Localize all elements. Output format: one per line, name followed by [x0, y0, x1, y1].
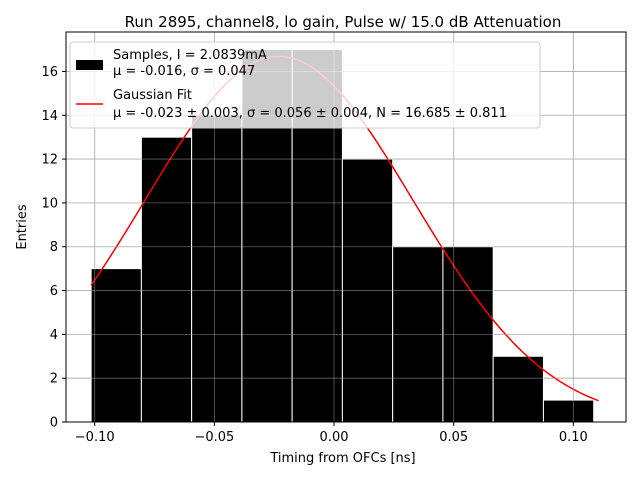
legend-fit-name: Gaussian Fit: [113, 88, 192, 103]
histogram-bar: [542, 399, 595, 423]
histogram-bar: [492, 355, 544, 423]
y-tick-label: 14: [41, 109, 58, 124]
histogram-bar: [191, 114, 243, 423]
y-tick-label: 6: [50, 284, 58, 299]
legend-fit-stats: μ = -0.023 ± 0.003, σ = 0.056 ± 0.004, N…: [113, 106, 507, 121]
x-tick-label: −0.10: [75, 430, 115, 445]
y-tick-label: 2: [50, 372, 58, 387]
y-tick-label: 8: [50, 240, 58, 255]
y-axis-ticks: 0 2 4 6 8 10 12 14 16: [41, 65, 66, 431]
histogram-bar: [90, 268, 142, 423]
legend-box: [69, 41, 541, 129]
y-tick-label: 4: [50, 328, 58, 343]
legend-histogram-swatch: [76, 60, 103, 70]
bars-layer: [90, 49, 595, 423]
y-tick-label: 12: [41, 153, 58, 168]
legend: Samples, I = 2.0839mA μ = -0.016, σ = 0.…: [69, 41, 541, 129]
y-tick-label: 10: [41, 196, 58, 211]
legend-histogram-name: Samples, I = 2.0839mA: [113, 48, 267, 63]
y-tick-label: 16: [41, 65, 58, 80]
plot-frame: [65, 31, 627, 423]
x-tick-label: −0.05: [194, 430, 234, 445]
x-axis-ticks: −0.10 −0.05 0.00 0.05 0.10: [75, 422, 588, 445]
chart-title: Run 2895, channel8, lo gain, Pulse w/ 15…: [125, 13, 562, 31]
x-axis-label: Timing from OFCs [ns]: [269, 451, 415, 466]
histogram-bar: [140, 136, 193, 423]
y-tick-label: 0: [50, 416, 58, 431]
x-tick-label: 0.05: [439, 430, 468, 445]
legend-histogram-stats: μ = -0.016, σ = 0.047: [113, 64, 255, 79]
x-tick-label: 0.00: [320, 430, 349, 445]
y-axis-label: Entries: [15, 204, 30, 250]
x-tick-label: 0.10: [559, 430, 588, 445]
